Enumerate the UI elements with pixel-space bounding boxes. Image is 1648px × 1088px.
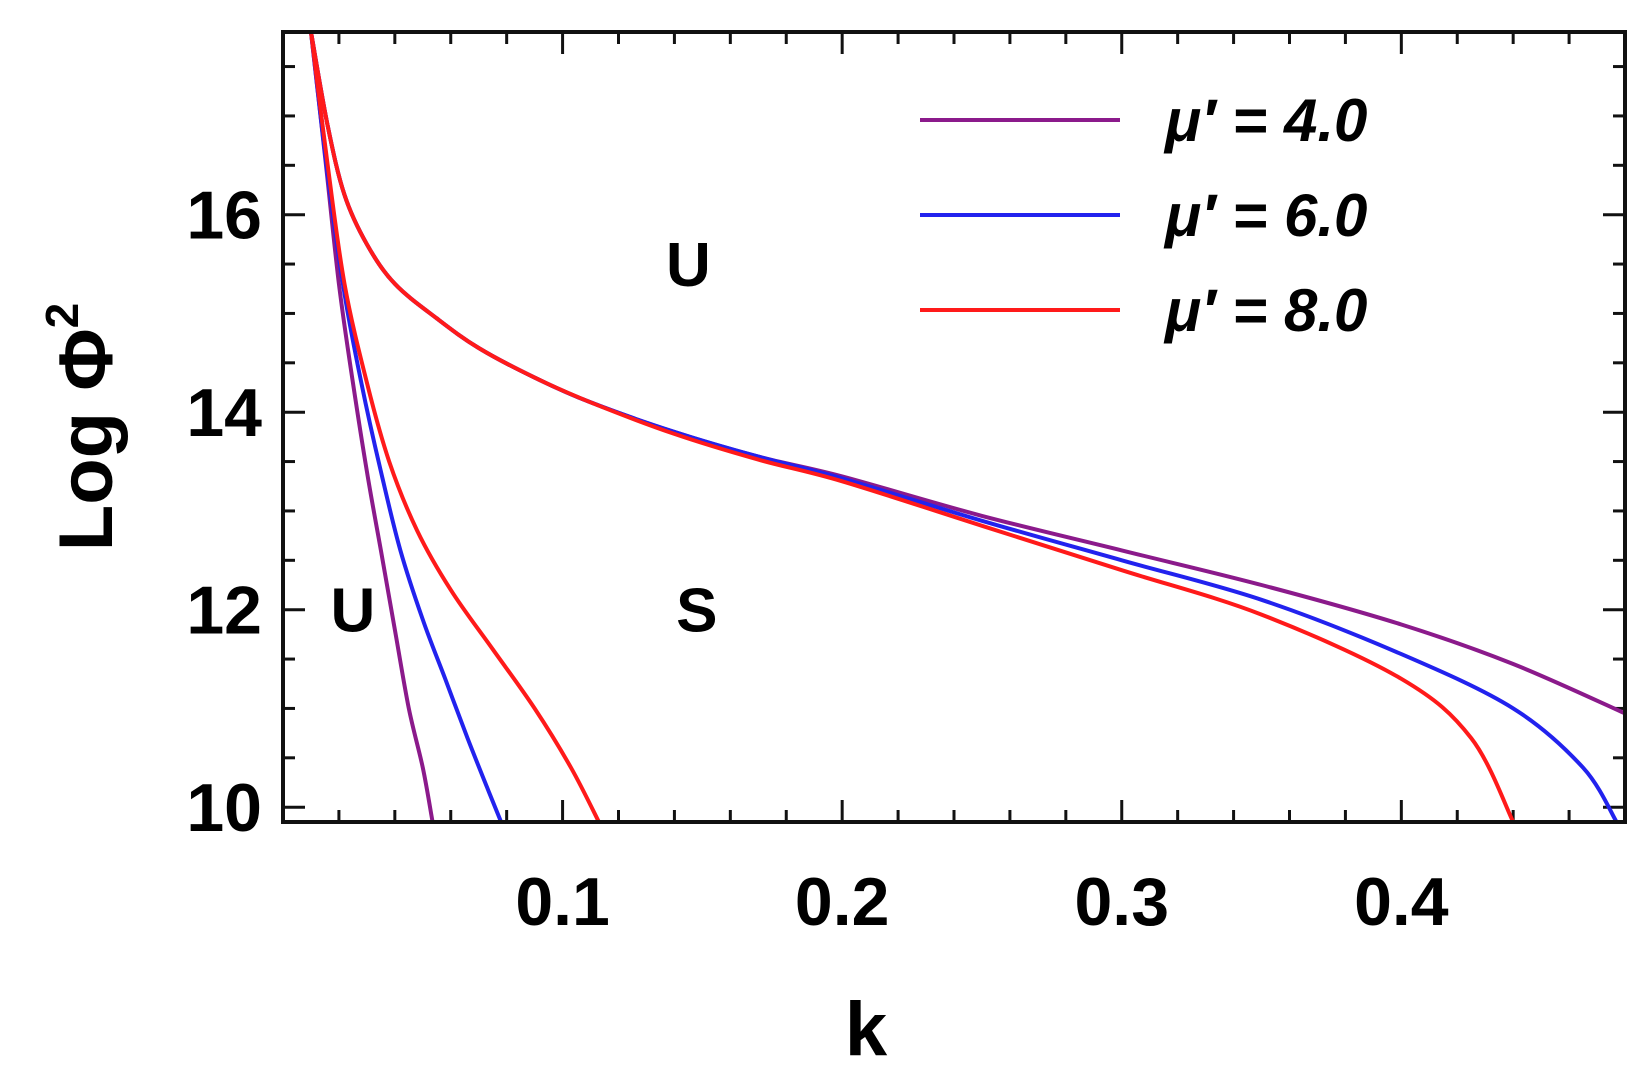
y-tick-label: 10 (186, 770, 262, 846)
tick-marks (283, 32, 1627, 822)
region-labels: U U S (331, 231, 718, 646)
x-tick-label: 0.4 (1354, 864, 1449, 940)
x-tick-label: 0.3 (1074, 864, 1169, 940)
y-axis-label-text: Log Φ (44, 328, 129, 551)
legend-label: μ′ = 8.0 (1163, 277, 1367, 344)
series-line-1-upper (309, 32, 1625, 716)
x-tick-label: 0.1 (515, 864, 610, 940)
legend-label: μ′ = 4.0 (1163, 87, 1367, 154)
series-lines (309, 32, 1625, 822)
x-tick-label: 0.2 (795, 864, 890, 940)
series-line-2-upper (309, 32, 1619, 822)
y-axis-label-group: Log Φ2 (36, 303, 129, 551)
plot-frame (281, 30, 1627, 824)
region-label: U (666, 231, 711, 300)
y-tick-labels: 10 12 14 16 (186, 178, 262, 847)
region-label: U (331, 577, 376, 646)
x-axis-label: k (845, 987, 888, 1072)
y-axis-label-superscript: 2 (36, 303, 88, 329)
series-line-3-upper (309, 32, 1516, 822)
region-label: S (676, 577, 717, 646)
y-tick-label: 14 (186, 375, 262, 451)
legend-label: μ′ = 6.0 (1163, 182, 1367, 249)
y-axis-label: Log Φ2 (36, 303, 129, 551)
legend: μ′ = 4.0 μ′ = 6.0 μ′ = 8.0 (920, 87, 1367, 344)
y-tick-label: 16 (186, 178, 262, 254)
y-tick-label: 12 (186, 573, 262, 649)
x-tick-labels: 0.1 0.2 0.3 0.4 (515, 864, 1448, 940)
series-line-3-lower (309, 32, 601, 822)
